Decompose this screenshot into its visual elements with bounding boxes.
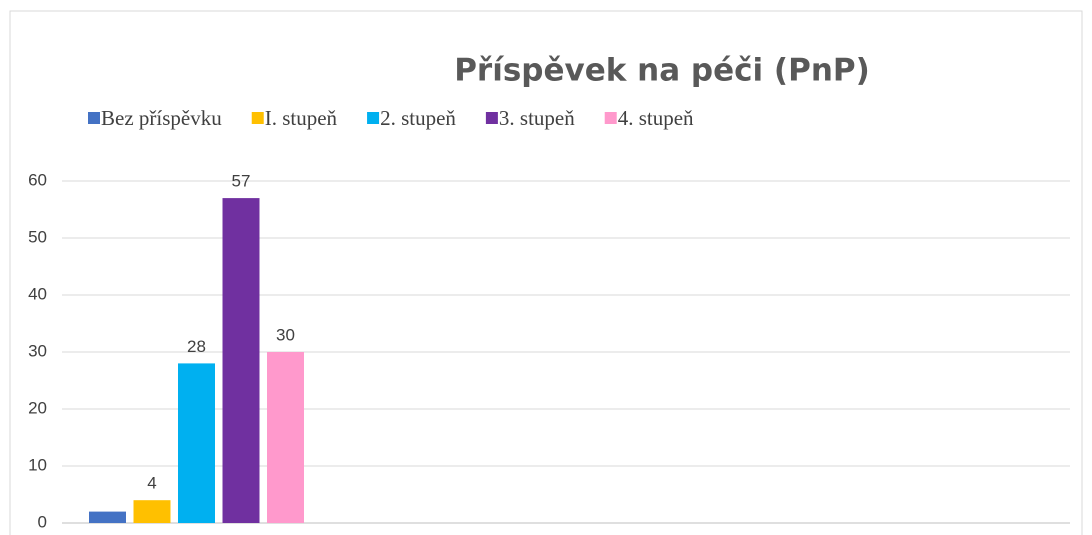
bar <box>267 352 304 523</box>
legend-swatch <box>251 112 264 124</box>
chart-title: Příspěvek na péči (PnP) <box>454 53 870 89</box>
y-tick-label: 40 <box>28 284 47 303</box>
y-tick-label: 20 <box>28 398 47 417</box>
legend-label: 4. stupeň <box>618 106 694 130</box>
legend-swatch <box>88 112 100 124</box>
chart-border <box>9 10 1083 535</box>
legend-label: I. stupeň <box>265 106 338 130</box>
bar <box>133 500 171 523</box>
legend-label: 2. stupeň <box>380 106 456 130</box>
y-tick-label: 10 <box>28 455 47 474</box>
legend-swatch <box>367 112 380 124</box>
y-tick-label: 0 <box>38 512 47 531</box>
data-label: 30 <box>276 325 295 344</box>
y-tick-label: 50 <box>28 227 47 246</box>
legend-label: Bez příspěvku <box>101 106 222 130</box>
data-label: 57 <box>232 172 251 191</box>
y-tick-label: 60 <box>28 170 47 189</box>
legend-swatch <box>604 112 617 124</box>
y-tick-label: 30 <box>28 341 47 360</box>
legend-label: 3. stupeň <box>499 106 575 130</box>
legend-swatch <box>485 112 498 124</box>
bar <box>178 363 215 523</box>
bar <box>222 198 260 523</box>
data-label: 28 <box>187 337 206 356</box>
bar <box>89 511 126 523</box>
data-label: 4 <box>147 474 156 493</box>
